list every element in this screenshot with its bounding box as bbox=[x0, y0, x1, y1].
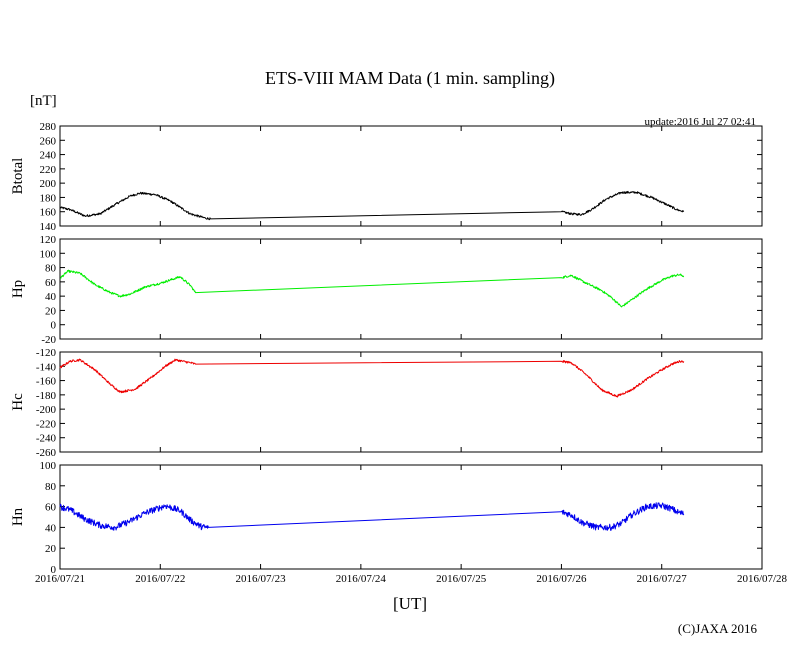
panel-btotal: 140 160 180 200 220 240 260 280 Btotal bbox=[10, 121, 763, 233]
panel-hp: -20 0 20 40 60 80 100 120 Hp bbox=[10, 234, 763, 346]
y-tick-label-hp-6: 100 bbox=[40, 248, 57, 260]
x-axis-label: [UT] bbox=[393, 594, 427, 613]
y-tick-label-btotal-1: 160 bbox=[40, 207, 57, 219]
panel-hc: -260 -240 -220 -200 -180 -160 -140 -120 Hc bbox=[10, 347, 763, 459]
y-axis-label-hn: Hn bbox=[10, 507, 26, 526]
x-tick-label-1: 2016/07/22 bbox=[135, 573, 185, 585]
y-axis-label-btotal: Btotal bbox=[10, 158, 26, 195]
unit-label: [nT] bbox=[30, 93, 57, 109]
y-tick-label-hn-4: 80 bbox=[45, 481, 57, 493]
y-tick-label-btotal-6: 260 bbox=[40, 135, 57, 147]
y-axis-label-hp: Hp bbox=[10, 280, 26, 298]
x-tick-label-4: 2016/07/25 bbox=[436, 573, 487, 585]
y-tick-label-hn-3: 60 bbox=[45, 502, 57, 514]
panel-frame-hp bbox=[59, 238, 763, 340]
series-line-hn bbox=[59, 502, 685, 531]
x-tick-label-0: 2016/07/21 bbox=[35, 573, 85, 585]
y-tick-label-hc-1: -240 bbox=[36, 433, 57, 445]
y-tick-label-btotal-2: 180 bbox=[40, 192, 57, 204]
y-tick-label-hc-6: -140 bbox=[36, 361, 57, 373]
x-tick-label-5: 2016/07/26 bbox=[536, 573, 587, 585]
panel-frame-btotal bbox=[59, 125, 763, 227]
y-tick-label-hp-5: 80 bbox=[45, 263, 57, 275]
update-text: update:2016 Jul 27 02:41 bbox=[644, 116, 756, 128]
x-tick-label-7: 2016/07/28 bbox=[737, 573, 788, 585]
y-tick-label-hc-2: -220 bbox=[36, 418, 57, 430]
x-tick-label-6: 2016/07/27 bbox=[637, 573, 688, 585]
series-line-hc bbox=[59, 358, 685, 398]
y-tick-label-hc-0: -260 bbox=[36, 447, 57, 459]
x-tick-label-3: 2016/07/24 bbox=[336, 573, 387, 585]
y-tick-label-hc-5: -160 bbox=[36, 376, 57, 388]
y-tick-label-btotal-3: 200 bbox=[40, 178, 57, 190]
y-tick-label-btotal-0: 140 bbox=[40, 221, 57, 233]
y-tick-label-hn-1: 20 bbox=[45, 543, 57, 555]
y-tick-label-hp-1: 0 bbox=[51, 320, 57, 332]
y-tick-label-btotal-5: 240 bbox=[40, 150, 57, 162]
y-tick-label-hc-4: -180 bbox=[36, 390, 57, 402]
panel-frame-hc bbox=[59, 351, 763, 453]
copyright-text: (C)JAXA 2016 bbox=[678, 621, 758, 636]
y-tick-label-hp-2: 20 bbox=[45, 305, 57, 317]
y-tick-label-btotal-4: 220 bbox=[40, 164, 57, 176]
panel-hn: 0 20 40 60 80 100 Hn bbox=[10, 460, 763, 576]
y-tick-label-hp-4: 60 bbox=[45, 277, 57, 289]
x-tick-label-2: 2016/07/23 bbox=[236, 573, 287, 585]
y-tick-label-hn-2: 40 bbox=[45, 522, 57, 534]
y-tick-label-hn-5: 100 bbox=[40, 460, 57, 472]
y-tick-label-hn-0: 0 bbox=[51, 564, 57, 576]
series-line-hp bbox=[59, 269, 685, 308]
y-tick-label-hc-7: -120 bbox=[36, 347, 57, 359]
y-tick-label-hp-3: 40 bbox=[45, 291, 57, 303]
y-tick-label-btotal-7: 280 bbox=[40, 121, 57, 133]
series-line-btotal bbox=[59, 190, 685, 221]
panels-layer: 140160180200220240260280Btotal-200204060… bbox=[10, 121, 788, 585]
y-tick-label-hp-7: 120 bbox=[40, 234, 57, 246]
y-tick-label-hp-0: -20 bbox=[41, 334, 56, 346]
y-axis-label-hc: Hc bbox=[10, 393, 26, 411]
chart-title: ETS-VIII MAM Data (1 min. sampling) bbox=[265, 68, 555, 89]
y-tick-label-hc-3: -200 bbox=[36, 404, 57, 416]
panel-frame-hn bbox=[59, 464, 763, 570]
